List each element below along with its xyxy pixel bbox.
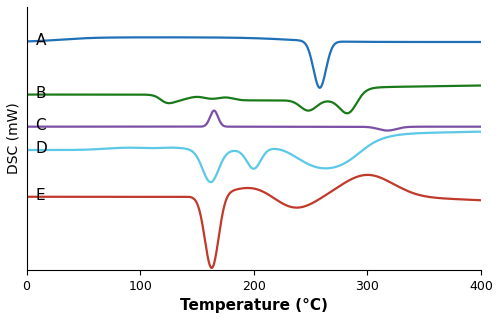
Text: E: E [36,188,45,203]
Text: C: C [36,118,46,133]
Text: D: D [36,141,48,156]
Y-axis label: DSC (mW): DSC (mW) [7,102,21,174]
Text: B: B [36,85,46,100]
Text: A: A [36,33,46,48]
X-axis label: Temperature (°C): Temperature (°C) [180,298,328,313]
